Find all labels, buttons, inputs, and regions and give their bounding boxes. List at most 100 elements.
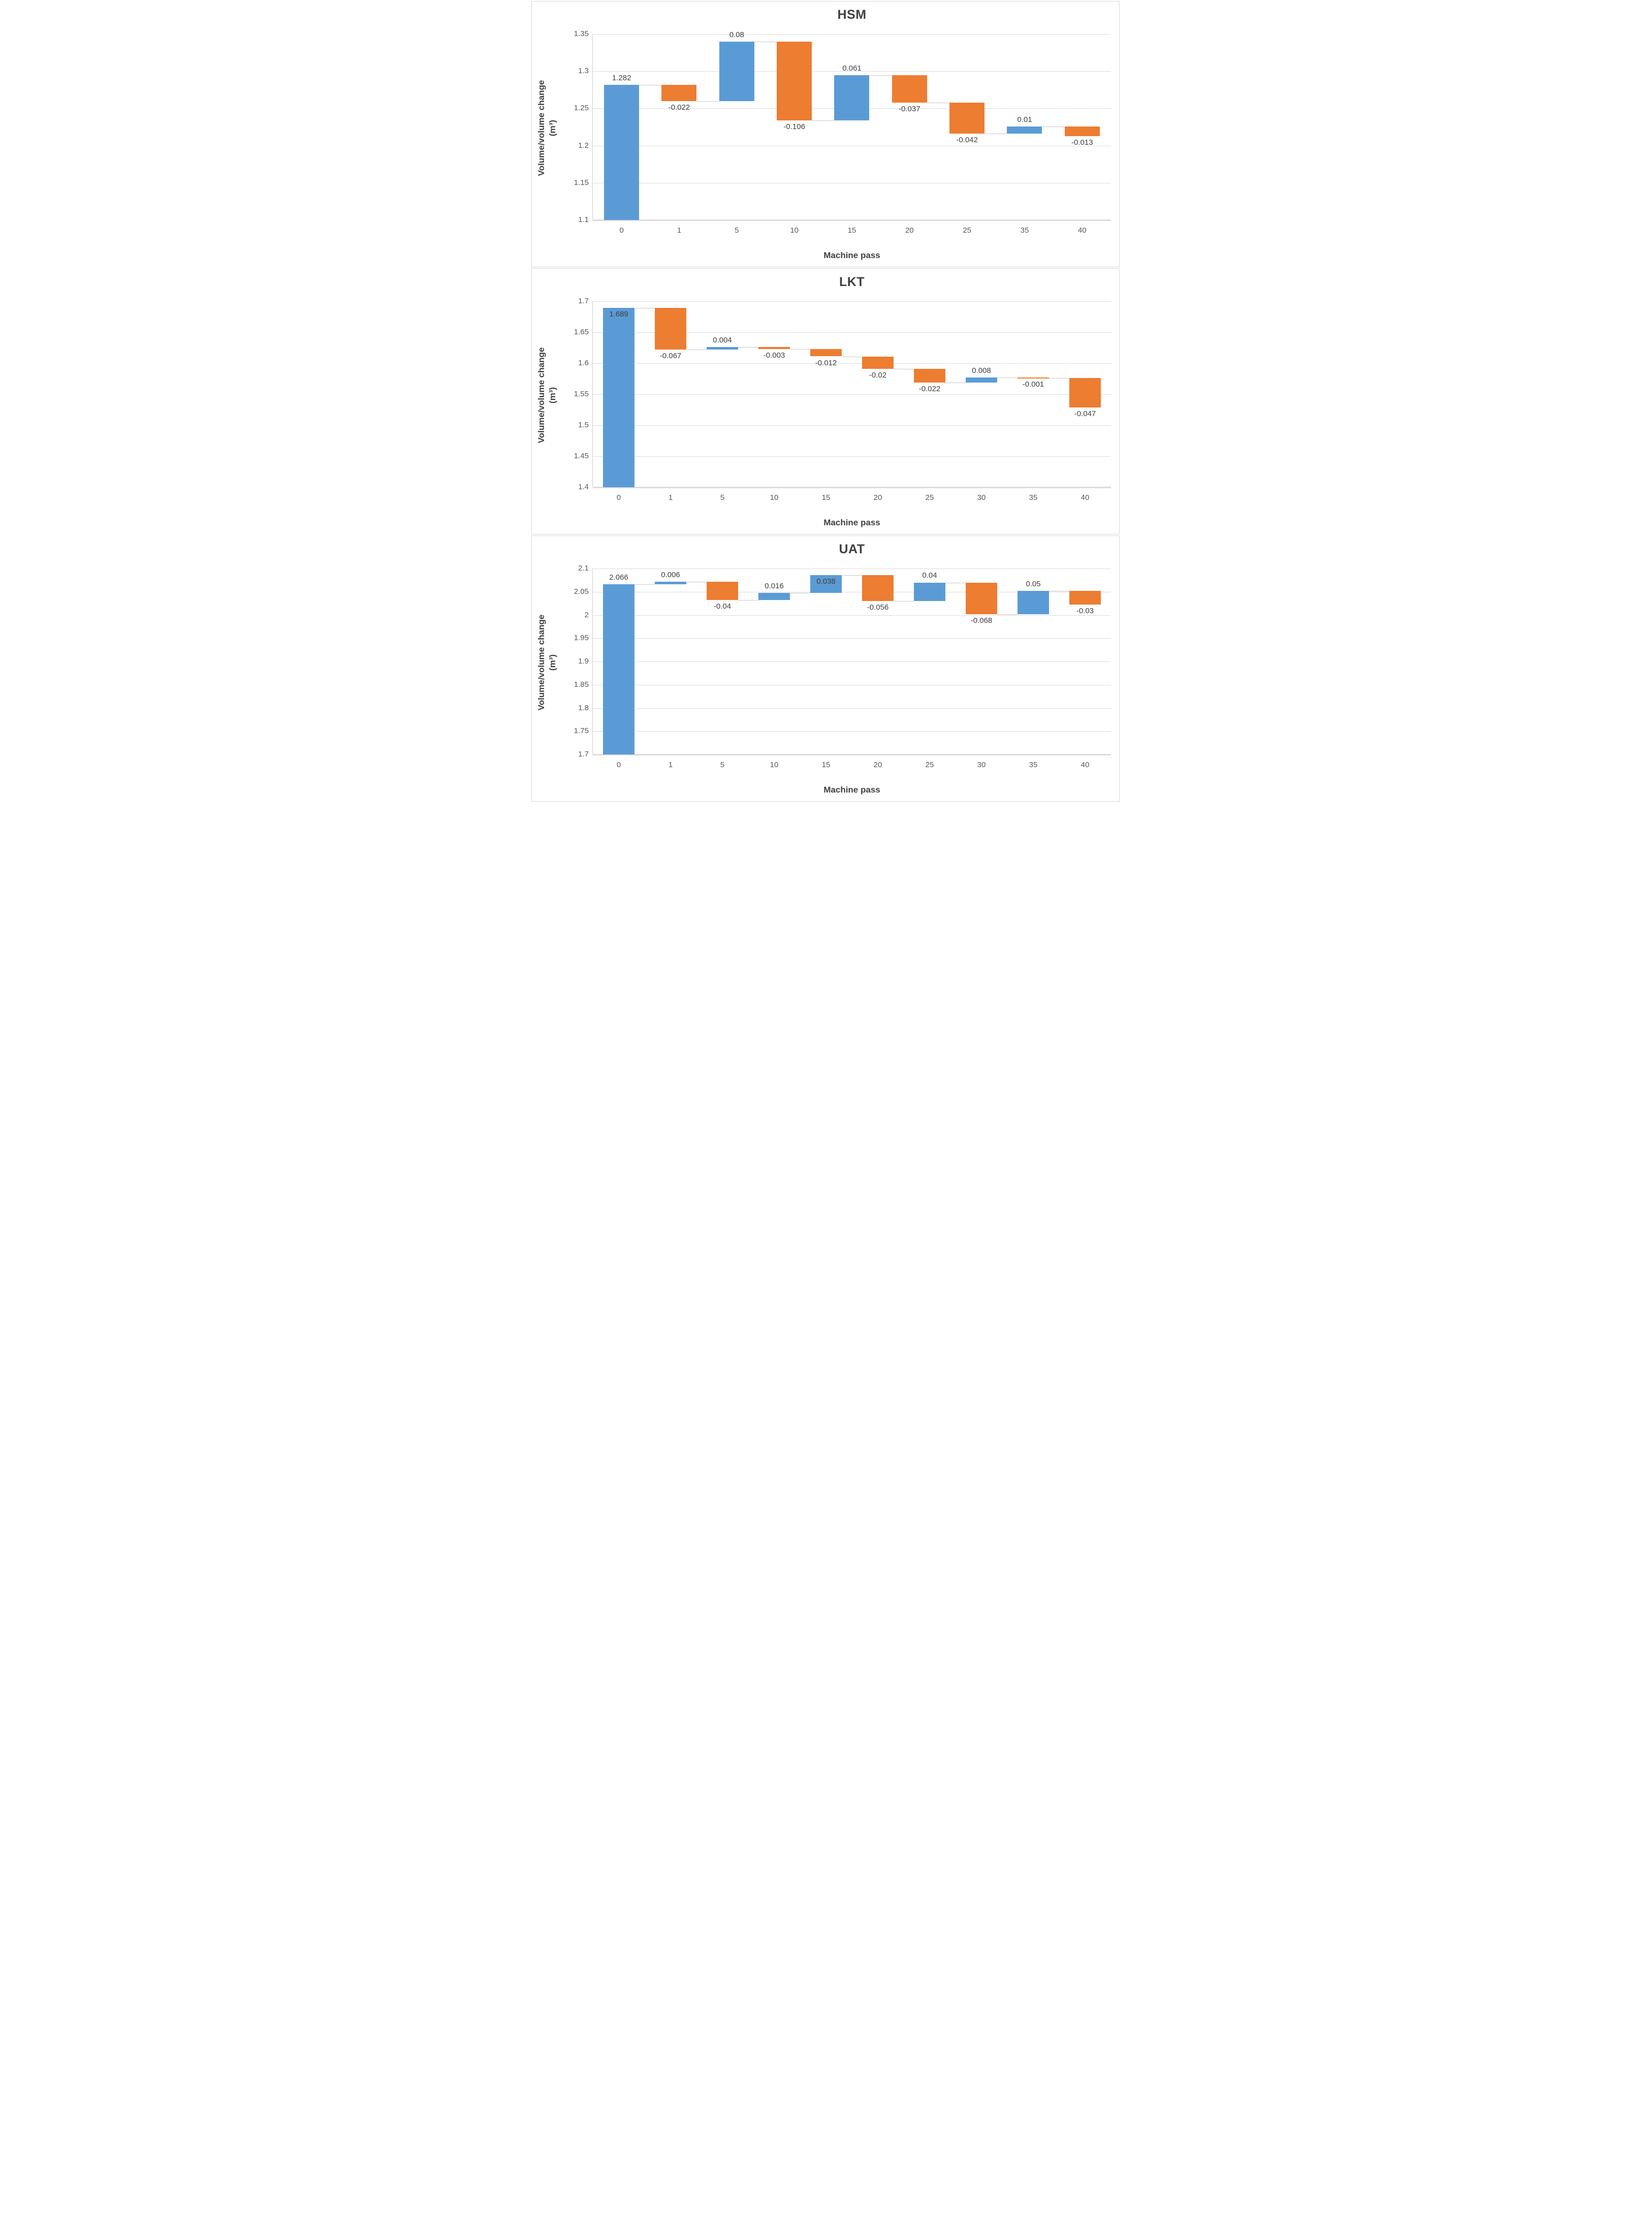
gridline bbox=[593, 638, 1111, 639]
bar-label: 0.016 bbox=[765, 581, 784, 590]
bar-label: -0.068 bbox=[970, 616, 993, 625]
gridline bbox=[593, 71, 1111, 72]
waterfall-bar bbox=[706, 581, 739, 601]
y-axis-title-text: Volume/volume change bbox=[536, 347, 546, 444]
y-tick-label: 1.75 bbox=[574, 727, 589, 736]
x-tick-label: 10 bbox=[770, 493, 779, 502]
chart-title: UAT bbox=[839, 542, 865, 556]
y-axis-unit: (m³) bbox=[548, 119, 557, 137]
y-tick-label: 1.2 bbox=[578, 141, 589, 150]
bar-connector bbox=[790, 349, 810, 350]
bar-label: 1.282 bbox=[612, 73, 631, 82]
chart-panel-lkt: LKT Volume/volume change (m³) 1.7 1.65 1.6… bbox=[531, 268, 1120, 534]
x-tick-label: 25 bbox=[925, 493, 934, 502]
x-tick-label: 0 bbox=[619, 226, 624, 235]
gridline bbox=[593, 34, 1111, 35]
bar-label: -0.012 bbox=[815, 358, 837, 367]
gridline bbox=[593, 708, 1111, 709]
waterfall-bar bbox=[862, 356, 894, 369]
bar-label: 0.004 bbox=[713, 336, 732, 345]
x-axis-line bbox=[593, 487, 1111, 488]
x-axis-line bbox=[593, 754, 1111, 755]
x-tick-label: 35 bbox=[1029, 761, 1038, 769]
bar-label: 0.006 bbox=[661, 570, 680, 579]
bar-label: 0.008 bbox=[972, 366, 991, 375]
y-tick-label: 1.55 bbox=[574, 390, 589, 398]
waterfall-bar bbox=[654, 308, 687, 350]
y-axis-title-text: Volume/volume change bbox=[536, 614, 546, 711]
bar-label: -0.037 bbox=[899, 104, 920, 113]
x-tick-label: 25 bbox=[963, 226, 972, 235]
x-tick-label: 15 bbox=[821, 493, 831, 502]
y-tick-label: 1.15 bbox=[574, 178, 589, 187]
waterfall-bar bbox=[810, 575, 842, 593]
x-tick-label: 0 bbox=[616, 493, 621, 502]
bar-label: -0.001 bbox=[1022, 380, 1044, 389]
y-axis-title-text: Volume/volume change bbox=[536, 80, 546, 176]
y-tick-label: 1.85 bbox=[574, 680, 589, 689]
bar-label: -0.022 bbox=[918, 384, 941, 393]
x-tick-label: 30 bbox=[977, 493, 986, 502]
bar-connector bbox=[696, 101, 719, 102]
y-tick-label: 1.25 bbox=[574, 104, 589, 113]
y-tick-label: 1.6 bbox=[578, 359, 589, 367]
bar-label: 0.038 bbox=[816, 577, 836, 586]
x-tick-label: 20 bbox=[905, 226, 914, 235]
waterfall-bar bbox=[1069, 590, 1101, 605]
x-tick-label: 1 bbox=[668, 761, 673, 769]
gridline bbox=[593, 615, 1111, 616]
y-tick-label: 1.45 bbox=[574, 452, 589, 460]
y-tick-label: 1.35 bbox=[574, 29, 589, 38]
bar-label: -0.022 bbox=[668, 103, 690, 112]
waterfall-bar bbox=[777, 41, 812, 120]
x-tick-label: 20 bbox=[873, 493, 882, 502]
waterfall-bar bbox=[1069, 378, 1101, 407]
gridline bbox=[593, 363, 1111, 364]
chart-title: LKT bbox=[839, 275, 865, 289]
bar-label: 0.01 bbox=[1017, 115, 1032, 124]
y-tick-label: 1.4 bbox=[578, 483, 589, 491]
y-tick-label: 1.9 bbox=[578, 657, 589, 666]
waterfall-bar bbox=[758, 347, 790, 349]
bar-label: -0.047 bbox=[1074, 409, 1096, 418]
bar-connector bbox=[869, 75, 892, 76]
x-tick-label: 40 bbox=[1081, 761, 1090, 769]
x-tick-label: 1 bbox=[668, 493, 673, 502]
bar-label: 0.04 bbox=[922, 571, 937, 580]
gridline bbox=[593, 425, 1111, 426]
waterfall-bar bbox=[719, 41, 754, 101]
bar-label: -0.04 bbox=[713, 602, 732, 611]
bar-connector bbox=[842, 575, 862, 576]
y-axis-title: Volume/volume change (m³) bbox=[536, 80, 558, 176]
bar-label: -0.056 bbox=[867, 603, 889, 612]
bar-label: -0.003 bbox=[763, 351, 785, 360]
y-tick-label: 1.7 bbox=[578, 297, 589, 305]
waterfall-bar bbox=[758, 592, 790, 601]
plot-area: 2.1 2.05 2 1.95 1.9 1.85 1.8 1.75 1.7 2.066 0 0.006… bbox=[574, 564, 1111, 769]
x-tick-label: 25 bbox=[925, 761, 934, 769]
bar-label: -0.013 bbox=[1071, 138, 1093, 147]
waterfall-bar bbox=[1017, 377, 1050, 378]
waterfall-bar bbox=[913, 369, 946, 383]
bar-label: 0.05 bbox=[1026, 579, 1041, 588]
chart-panel-hsm: HSM Volume/volume change (m³) 1.35 1.3 1.2… bbox=[531, 1, 1120, 267]
waterfall-bar bbox=[602, 308, 635, 487]
bar-label: -0.067 bbox=[659, 352, 682, 361]
x-tick-label: 40 bbox=[1077, 226, 1087, 235]
bar-connector bbox=[738, 600, 758, 601]
bar-label: -0.042 bbox=[956, 136, 978, 145]
y-tick-label: 1.3 bbox=[578, 67, 589, 76]
x-tick-label: 20 bbox=[873, 761, 882, 769]
bar-label: -0.02 bbox=[869, 370, 887, 380]
bar-label: -0.106 bbox=[783, 122, 805, 131]
y-tick-label: 1.65 bbox=[574, 328, 589, 336]
waterfall-bar bbox=[834, 75, 870, 120]
x-tick-label: 35 bbox=[1020, 226, 1029, 235]
bar-label: 0.061 bbox=[842, 64, 862, 73]
y-tick-label: 1.7 bbox=[578, 750, 589, 759]
waterfall-bar bbox=[1007, 126, 1042, 134]
plot-area: 1.35 1.3 1.25 1.2 1.15 1.1 1.282 0 -0.022 1 0.08 5 -… bbox=[574, 29, 1111, 235]
x-tick-label: 15 bbox=[847, 226, 856, 235]
y-tick-label: 1.95 bbox=[574, 634, 589, 643]
x-axis-title: Machine pass bbox=[823, 250, 880, 260]
